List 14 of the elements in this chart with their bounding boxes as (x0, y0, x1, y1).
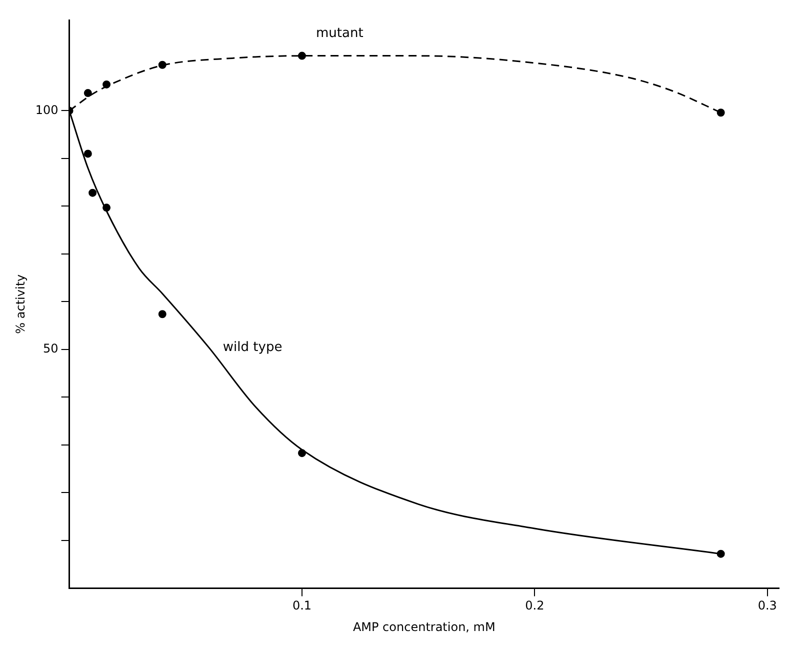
y-tick-label: 100 (35, 102, 58, 117)
series-label: mutant (316, 26, 364, 42)
point (298, 52, 306, 60)
x-axis-title: AMP concentration, mM (352, 620, 496, 634)
point (88, 188, 97, 197)
point (84, 89, 92, 98)
x-tick-label: 0.1 (292, 598, 312, 613)
x-tick-label: 0.3 (758, 598, 777, 613)
y-axis-title: % activity (13, 274, 28, 334)
y-tick-label: 50 (43, 342, 58, 356)
x-tick-label: 0.2 (525, 598, 544, 613)
point (84, 150, 92, 158)
point (158, 310, 166, 318)
series-label: wild type (222, 340, 282, 355)
